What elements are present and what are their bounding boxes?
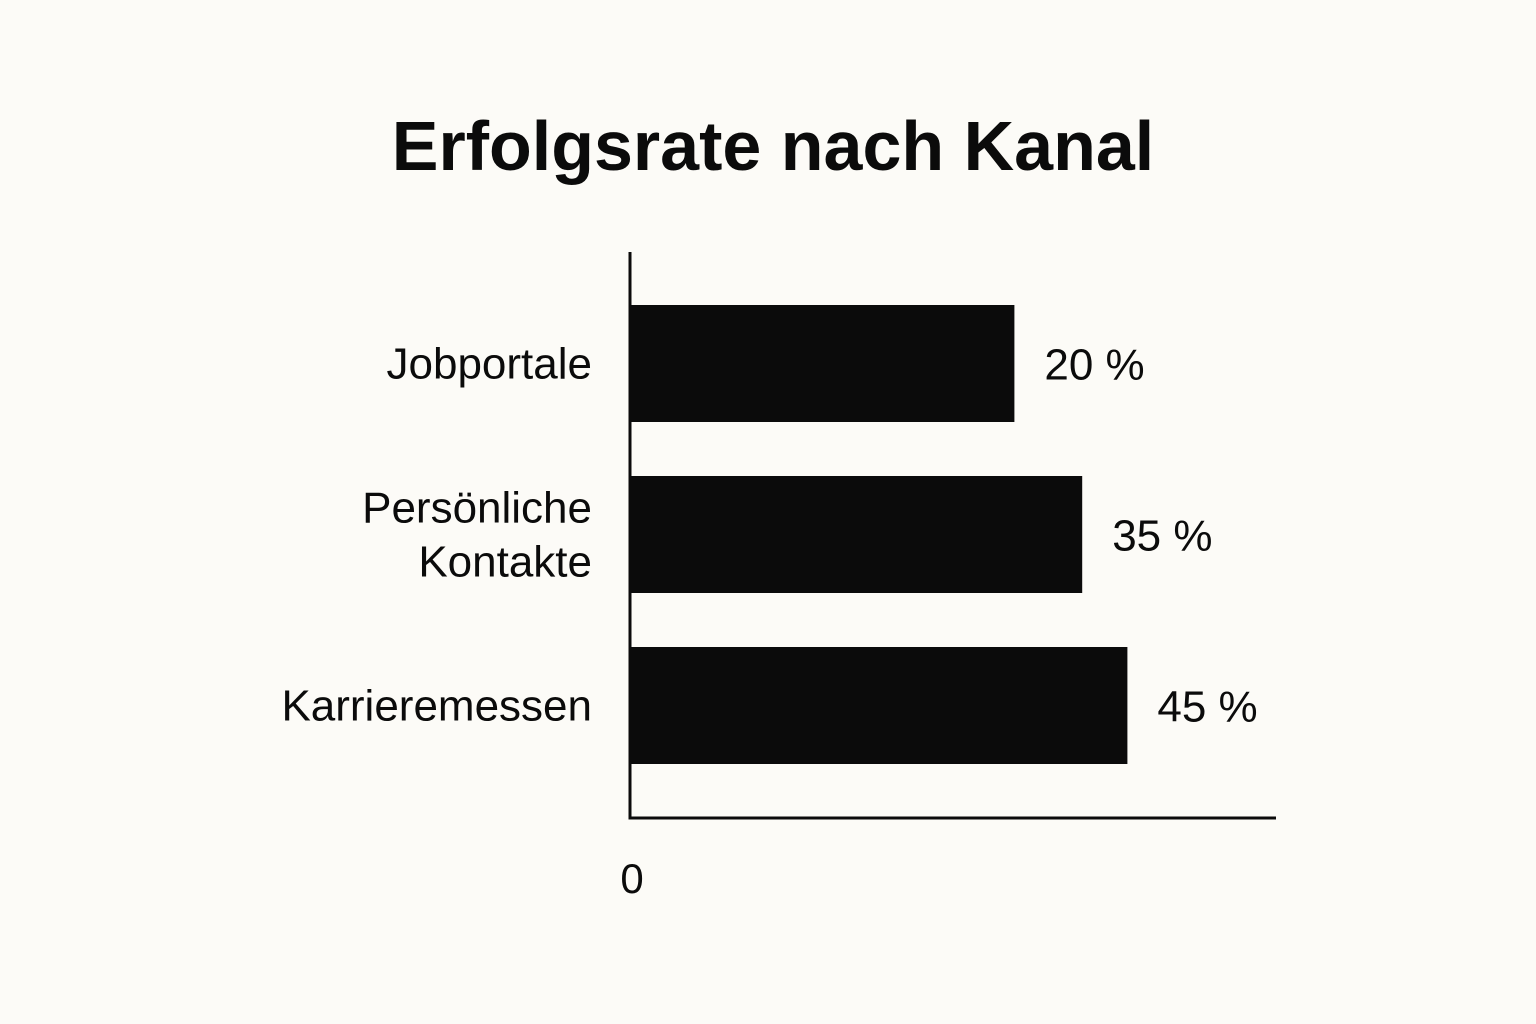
- chart-title: Erfolgsrate nach Kanal: [392, 107, 1154, 185]
- category-label-3: Karrieremessen: [281, 682, 592, 731]
- bar-3: [630, 647, 1128, 764]
- labels-layer: Jobportale 20 % Persönliche Kontakte 35 % Kar…: [281, 340, 1257, 903]
- x-tick-label-0: 0: [620, 855, 643, 902]
- axis-layer: [628, 252, 1276, 820]
- bar-2: [630, 476, 1083, 593]
- category-label-1: Jobportale: [387, 340, 592, 389]
- value-label-1: 20 %: [1044, 341, 1144, 390]
- category-label-2: Persönliche Kontakte: [362, 484, 592, 587]
- bar-1: [630, 305, 1015, 422]
- value-label-2: 35 %: [1112, 512, 1212, 561]
- value-label-3: 45 %: [1157, 683, 1257, 732]
- bars-layer: [630, 305, 1128, 764]
